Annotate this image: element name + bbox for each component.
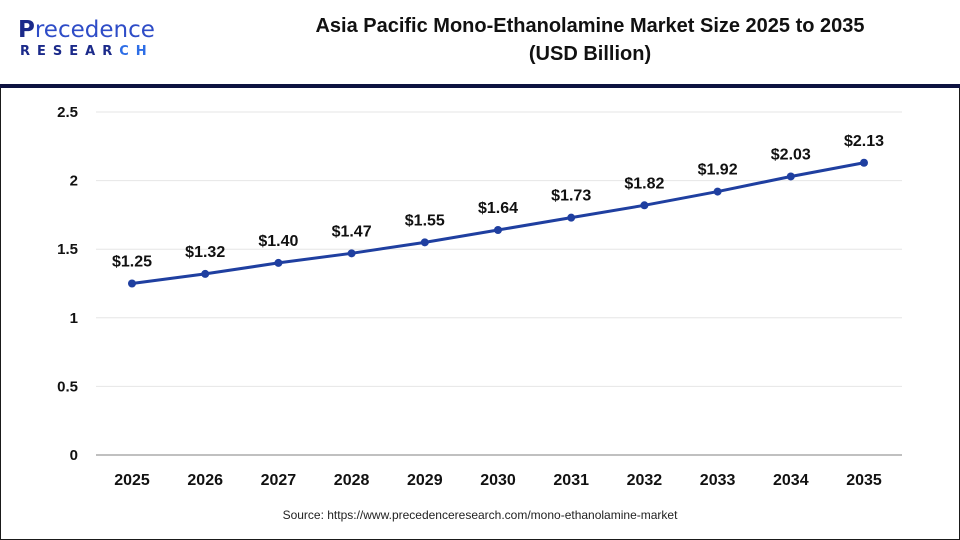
x-tick-label: 2031 xyxy=(553,472,589,489)
data-point xyxy=(860,158,868,167)
data-point xyxy=(420,238,429,247)
data-label: $1.40 xyxy=(258,233,298,250)
header-divider xyxy=(0,84,960,88)
data-point xyxy=(347,249,356,258)
x-tick-label: 2032 xyxy=(627,472,663,489)
y-tick-label: 1 xyxy=(70,310,78,327)
data-label: $2.13 xyxy=(844,133,884,150)
data-label: $1.82 xyxy=(624,175,664,192)
data-point xyxy=(128,279,136,288)
data-label: $1.73 xyxy=(551,188,591,205)
data-label: $1.25 xyxy=(112,254,152,271)
x-tick-label: 2025 xyxy=(114,472,150,489)
data-label: $2.03 xyxy=(771,146,811,163)
x-tick-label: 2029 xyxy=(407,472,443,489)
x-tick-label: 2034 xyxy=(773,472,809,489)
logo-subtitle: RESEARCH xyxy=(20,44,168,59)
logo-wordmark: Precedence xyxy=(18,18,168,42)
precedence-research-logo: Precedence RESEARCH xyxy=(18,18,168,66)
y-tick-label: 2.5 xyxy=(57,104,78,121)
logo-subtitle-accent: CH xyxy=(119,44,154,59)
data-point xyxy=(713,187,722,196)
data-point xyxy=(494,225,502,234)
data-label: $1.55 xyxy=(405,212,445,229)
x-tick-label: 2027 xyxy=(261,472,297,489)
y-tick-label: 1.5 xyxy=(57,241,78,258)
line-chart: 0 0.5 1 1.5 2 2.5 2025 2026 2027 2028 2029 2030 2031… xyxy=(57,104,902,489)
data-label: $1.32 xyxy=(185,244,225,261)
logo-initial: P xyxy=(18,17,35,43)
data-label: $1.92 xyxy=(698,162,738,179)
x-tick-label: 2033 xyxy=(700,472,736,489)
data-label: $1.47 xyxy=(332,223,372,240)
y-tick-label: 0 xyxy=(70,447,78,464)
chart-title-line2: (USD Billion) xyxy=(528,43,652,65)
data-point xyxy=(201,269,210,278)
logo-subtitle-main: RESEAR xyxy=(20,44,120,59)
source-note: Source: https://www.precedenceresearch.c… xyxy=(282,508,678,522)
data-point xyxy=(786,172,795,181)
x-tick-label: 2028 xyxy=(334,472,370,489)
x-tick-label: 2026 xyxy=(187,472,223,489)
data-point xyxy=(274,258,283,267)
data-label: $1.64 xyxy=(478,200,518,217)
chart-title-line1: Asia Pacific Mono-Ethanolamine Market Si… xyxy=(315,15,865,37)
x-tick-label: 2030 xyxy=(480,472,516,489)
header: Precedence RESEARCH Asia Pacific Mono-Et… xyxy=(0,0,960,84)
x-tick-label: 2035 xyxy=(846,472,882,489)
logo-rest: recedence xyxy=(34,17,155,43)
data-point xyxy=(567,213,576,222)
data-point xyxy=(640,201,649,210)
y-tick-label: 0.5 xyxy=(57,378,78,395)
chart-title: Asia Pacific Mono-Ethanolamine Market Si… xyxy=(270,12,910,68)
y-tick-label: 2 xyxy=(70,173,78,190)
